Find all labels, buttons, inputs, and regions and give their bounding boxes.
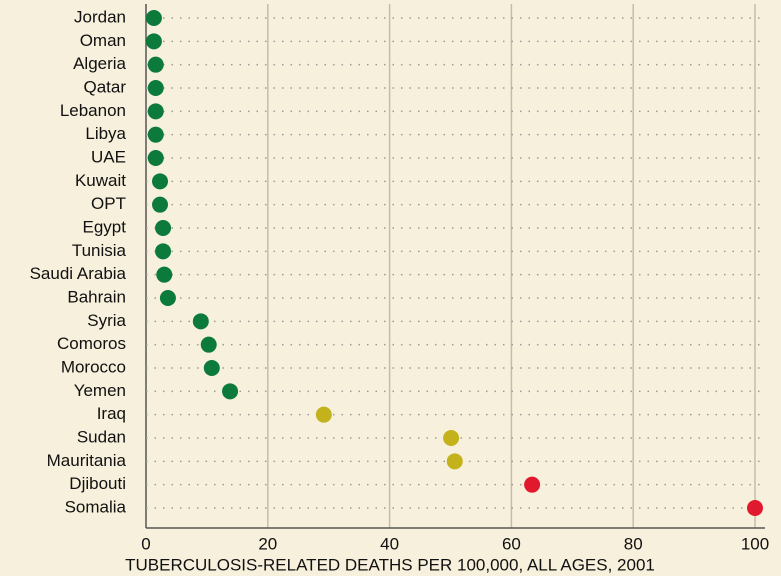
dot [155,243,172,260]
y-tick-label: Syria [87,311,126,330]
x-tick-label: 100 [741,534,769,553]
y-tick-label: Lebanon [60,101,126,120]
dot [147,150,164,166]
dot [147,126,164,143]
y-tick-label: Kuwait [75,171,126,190]
x-tick-label: 80 [624,534,643,553]
dot [159,290,176,306]
x-tick-label: 20 [258,534,277,553]
y-tick-label: Saudi Arabia [30,264,127,283]
dot [203,360,220,376]
y-tick-label: Jordan [74,7,126,26]
dot [147,80,164,96]
dot [152,173,169,190]
dot [156,266,173,283]
x-axis-label: TUBERCULOSIS-RELATED DEATHS PER 100,000,… [125,555,655,574]
dot [524,476,541,493]
y-tick-label: Yemen [74,381,126,400]
y-tick-label: Tunisia [72,241,127,260]
dot [155,220,172,236]
dot [200,336,217,353]
y-tick-label: Mauritania [47,451,127,470]
y-tick-label: Comoros [57,334,126,353]
x-tick-label: 40 [380,534,399,553]
x-tick-label: 60 [502,534,521,553]
dot [315,406,332,423]
y-tick-label: Morocco [61,357,126,376]
x-tick-label: 0 [141,534,150,553]
y-tick-label: Egypt [83,217,127,236]
y-tick-label: Bahrain [67,287,126,306]
dot [192,313,209,330]
y-tick-label: Qatar [83,77,126,96]
dot [747,500,763,516]
dot [147,103,164,120]
y-tick-label: Sudan [77,427,126,446]
y-tick-label: Somalia [65,497,127,516]
dot [147,56,164,73]
y-tick-label: Oman [80,31,126,50]
dot [443,430,460,446]
y-tick-label: OPT [91,194,126,213]
dot [222,383,239,400]
y-tick-label: Iraq [97,404,126,423]
y-tick-label: UAE [91,147,126,166]
y-tick-label: Libya [85,124,126,143]
y-tick-label: Algeria [73,54,126,73]
dot [145,10,162,26]
dot [446,453,463,470]
dot [145,33,162,50]
y-tick-label: Djibouti [69,474,126,493]
dot [152,196,169,213]
